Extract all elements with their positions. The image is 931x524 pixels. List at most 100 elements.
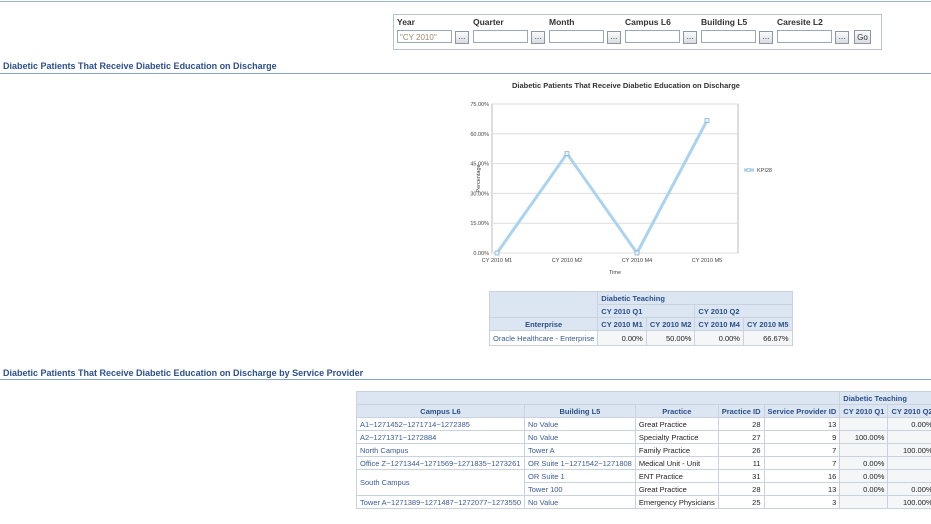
x-tick-label: CY 2010 M1 — [482, 258, 512, 264]
filter-input[interactable] — [625, 30, 680, 43]
x-tick-label: CY 2010 M5 — [692, 258, 722, 264]
link-cell[interactable]: No Value — [524, 495, 636, 509]
corner-cell — [488, 291, 599, 318]
text-cell: 13 — [763, 417, 841, 431]
legend-marker — [746, 168, 751, 172]
column-header: CY 2010 Q2 — [887, 404, 931, 418]
month-header: CY 2010 M1 — [597, 317, 647, 331]
value-cell: 0.00% — [839, 482, 889, 496]
filter-label: Year — [397, 17, 415, 27]
filter-label: Quarter — [473, 17, 504, 27]
text-cell: 27 — [717, 430, 765, 444]
browse-button[interactable]: ... — [607, 31, 621, 44]
filter-input[interactable]: "CY 2010" — [397, 30, 452, 43]
text-cell: Great Practice — [634, 417, 719, 431]
section-rule — [0, 379, 931, 380]
legend-label: KPI28 — [757, 168, 772, 174]
link-cell[interactable]: Office Z~1271344~1271569~1271835~1273261 — [356, 456, 525, 470]
chart-title: Diabetic Patients That Receive Diabetic … — [512, 81, 740, 90]
link-cell[interactable]: No Value — [524, 417, 636, 431]
filter-label: Campus L6 — [625, 17, 671, 27]
header-row: Campus L6 Building L5 Practice Practice ID S… — [356, 404, 931, 418]
top-border — [0, 1, 931, 2]
text-cell: 3 — [763, 495, 841, 509]
text-cell: 28 — [717, 482, 765, 496]
quarter-header: CY 2010 Q2 — [694, 304, 793, 318]
column-header: CY 2010 Q1 — [839, 404, 889, 418]
link-cell[interactable]: North Campus — [356, 443, 525, 457]
section-rule — [0, 73, 931, 74]
y-tick-label: 0.00% — [473, 251, 489, 257]
text-cell: Medical Unit - Unit — [634, 456, 719, 470]
plot-area — [491, 103, 739, 254]
value-cell: 66.67% — [742, 330, 793, 346]
filter-input[interactable] — [473, 30, 528, 43]
month-header: CY 2010 M4 — [694, 317, 744, 331]
value-cell — [887, 469, 931, 483]
measure-header: Diabetic Teaching — [597, 291, 793, 305]
value-cell — [839, 443, 889, 457]
data-row: A1~1271452~1271714~1272385 No Value Great … — [356, 417, 931, 431]
x-tick-label: CY 2010 M4 — [622, 258, 652, 264]
header-row: Enterprise CY 2010 M1 CY 2010 M2 CY 2010 M4… — [488, 317, 793, 331]
filter-input[interactable] — [777, 30, 832, 43]
browse-button[interactable]: ... — [759, 31, 773, 44]
value-cell: 0.00% — [887, 482, 931, 496]
column-header: Practice — [634, 404, 719, 418]
header-row: CY 2010 Q1 CY 2010 Q2 — [490, 304, 793, 318]
data-row: South Campus OR Suite 1 ENT Practice 31 16 0.… — [356, 469, 931, 496]
y-tick-label: 75.00% — [470, 102, 489, 108]
header-row: Diabetic Teaching — [488, 291, 793, 318]
value-cell: 0.00% — [887, 417, 931, 431]
browse-button[interactable]: ... — [683, 31, 697, 44]
text-cell: ENT Practice — [634, 469, 719, 483]
row-label[interactable]: Oracle Healthcare - Enterprise — [488, 330, 599, 346]
x-axis-label: Time — [609, 270, 621, 276]
go-button[interactable]: Go — [854, 30, 871, 44]
value-cell: 50.00% — [645, 330, 696, 346]
data-row: North Campus Tower A Family Practice 26 7 100… — [356, 443, 931, 457]
text-cell: Specialty Practice — [634, 430, 719, 444]
data-row: A2~1271371~1272884 No Value Specialty Prac… — [356, 430, 931, 444]
browse-button[interactable]: ... — [455, 31, 469, 44]
data-point — [704, 118, 710, 123]
link-cell[interactable]: No Value — [524, 430, 636, 444]
text-cell: 11 — [717, 456, 765, 470]
data-row: Oracle Healthcare - Enterprise 0.00% 50.00… — [488, 330, 793, 346]
series-line — [495, 119, 709, 256]
filter-label: Month — [549, 17, 575, 27]
month-header: CY 2010 M2 — [645, 317, 696, 331]
x-tick-label: CY 2010 M2 — [552, 258, 582, 264]
text-cell: 13 — [763, 482, 841, 496]
measure-header: Diabetic Teaching — [839, 391, 931, 405]
text-cell: 31 — [717, 469, 765, 483]
text-cell: 7 — [763, 456, 841, 470]
browse-button[interactable]: ... — [835, 31, 849, 44]
filter-input[interactable] — [701, 30, 756, 43]
blank-header — [355, 391, 841, 405]
text-cell: 28 — [717, 417, 765, 431]
text-cell: 25 — [717, 495, 765, 509]
link-cell[interactable]: OR Suite 1 — [524, 469, 636, 483]
section-title: Diabetic Patients That Receive Diabetic … — [3, 368, 364, 378]
y-tick-label: 60.00% — [470, 132, 489, 138]
value-cell: 0.00% — [597, 330, 647, 346]
column-header: Practice ID — [717, 404, 765, 418]
link-cell[interactable]: Tower 100 — [524, 482, 636, 496]
link-cell[interactable]: A2~1271371~1272884 — [356, 430, 525, 444]
link-cell[interactable]: Tower A~1271389~1271487~1272077~1273550 — [356, 495, 525, 509]
value-cell: 0.00% — [694, 330, 744, 346]
text-cell: 7 — [763, 443, 841, 457]
link-cell[interactable]: A1~1271452~1271714~1272385 — [356, 417, 525, 431]
browse-button[interactable]: ... — [531, 31, 545, 44]
data-row: Tower A~1271389~1271487~1272077~1273550 N… — [356, 495, 931, 509]
filter-input[interactable] — [549, 30, 604, 43]
link-cell[interactable]: Tower A — [524, 443, 636, 457]
link-cell[interactable]: OR Suite 1~1271542~1271808 — [524, 456, 636, 470]
link-cell[interactable]: South Campus — [356, 469, 525, 496]
section-title: Diabetic Patients That Receive Diabetic … — [3, 61, 277, 71]
text-cell: 16 — [763, 469, 841, 483]
value-cell: 100.00% — [887, 443, 931, 457]
data-point — [634, 250, 640, 256]
